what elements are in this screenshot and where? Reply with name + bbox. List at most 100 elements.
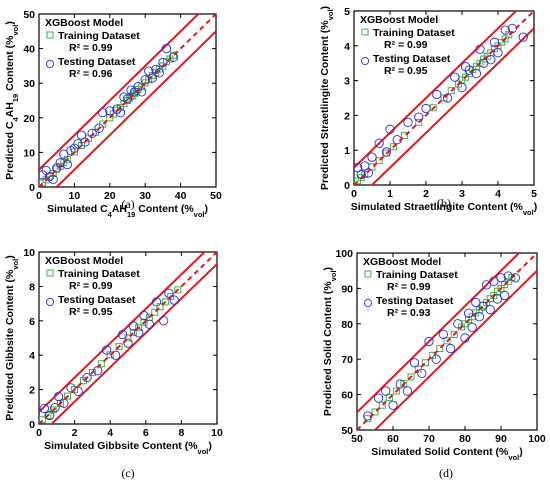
legend-title: XGBoost Model bbox=[360, 14, 438, 26]
x-tick-label: 2 bbox=[423, 188, 429, 200]
y-tick-label: 30 bbox=[23, 78, 35, 90]
y-tick-label: 10 bbox=[23, 247, 35, 259]
testing-point bbox=[45, 410, 55, 421]
y-tick-label: 50 bbox=[23, 9, 35, 21]
y-tick-label: 100 bbox=[335, 248, 353, 260]
y-tick-label: 0 bbox=[29, 419, 35, 431]
x-axis-label: Simulated C4AH19 Content (%vol) bbox=[47, 203, 208, 219]
legend-test-label: Testing Dataset bbox=[58, 294, 136, 306]
testing-point bbox=[471, 68, 482, 79]
y-tick-label: 20 bbox=[23, 113, 35, 125]
x-tick-label: 10 bbox=[211, 427, 223, 439]
y-axis-label: Predicted C4AH19 Content (%vol) bbox=[4, 21, 20, 180]
legend-test-marker bbox=[45, 297, 55, 307]
testing-point bbox=[474, 312, 485, 322]
x-tick-label: 0 bbox=[351, 188, 357, 200]
legend-train-r2: R² = 0.99 bbox=[69, 42, 113, 54]
testing-point bbox=[453, 319, 463, 329]
training-point bbox=[447, 87, 455, 95]
panel-caption: (c) bbox=[121, 466, 134, 480]
legend-train-marker bbox=[46, 31, 54, 39]
training-point bbox=[132, 88, 140, 96]
x-tick-label: 40 bbox=[175, 190, 187, 202]
legend-test-label: Testing Dataset bbox=[373, 53, 451, 65]
testing-point bbox=[98, 107, 108, 118]
upper-bound-line bbox=[354, 11, 518, 169]
testing-point bbox=[485, 304, 495, 315]
testing-point bbox=[475, 44, 485, 54]
training-point bbox=[504, 277, 512, 285]
training-point bbox=[450, 330, 458, 338]
plot-frame bbox=[38, 251, 218, 425]
training-point bbox=[63, 392, 71, 400]
testing-point bbox=[496, 273, 506, 283]
training-point bbox=[501, 35, 509, 43]
legend-test-r2: R² = 0.93 bbox=[387, 307, 431, 319]
x-tick-label: 0 bbox=[36, 427, 42, 439]
training-point bbox=[415, 118, 423, 126]
testing-point bbox=[424, 336, 434, 347]
training-point bbox=[124, 97, 131, 104]
testing-point bbox=[53, 391, 64, 402]
testing-point bbox=[438, 329, 449, 340]
x-tick-label: 4 bbox=[495, 188, 501, 200]
testing-point bbox=[489, 37, 500, 47]
legend-test-r2: R² = 0.95 bbox=[384, 65, 428, 77]
testing-point bbox=[445, 343, 456, 354]
training-point bbox=[161, 298, 169, 306]
testing-point bbox=[118, 329, 128, 340]
testing-point bbox=[432, 89, 442, 100]
upper-bound-line bbox=[357, 253, 521, 414]
testing-point bbox=[363, 168, 374, 178]
x-tick-label: 2 bbox=[72, 427, 78, 439]
training-point bbox=[454, 80, 462, 88]
x-tick-label: 30 bbox=[139, 190, 151, 202]
x-tick-label: 70 bbox=[423, 433, 435, 445]
testing-point bbox=[367, 152, 377, 162]
testing-point bbox=[161, 43, 172, 54]
x-tick-label: 6 bbox=[143, 427, 149, 439]
testing-point bbox=[122, 94, 133, 104]
legend-test-marker bbox=[360, 56, 370, 66]
training-point bbox=[166, 55, 174, 63]
x-axis-label: Simulated Gibbsite Content (%vol) bbox=[44, 440, 212, 456]
testing-point bbox=[101, 345, 112, 355]
testing-point bbox=[144, 319, 155, 329]
y-tick-label: 90 bbox=[341, 283, 353, 295]
testing-point bbox=[48, 174, 58, 185]
plot-area bbox=[357, 253, 537, 430]
training-point bbox=[390, 143, 398, 151]
testing-point bbox=[402, 386, 413, 396]
testing-point bbox=[450, 72, 460, 82]
y-tick-label: 0 bbox=[29, 182, 35, 194]
legend-train-marker bbox=[361, 28, 369, 36]
legend-train-r2: R² = 0.99 bbox=[387, 281, 431, 293]
testing-point bbox=[112, 104, 122, 114]
training-point bbox=[115, 343, 123, 351]
testing-point bbox=[128, 321, 138, 331]
legend-test-label: Testing Dataset bbox=[376, 295, 454, 307]
training-point bbox=[443, 337, 451, 345]
x-tick-label: 90 bbox=[495, 433, 507, 445]
training-point bbox=[421, 359, 429, 367]
training-point bbox=[400, 132, 408, 140]
testing-point bbox=[409, 358, 420, 368]
testing-point bbox=[151, 297, 162, 307]
training-point bbox=[97, 360, 105, 368]
panel-caption: (d) bbox=[439, 466, 453, 480]
y-tick-label: 2 bbox=[344, 110, 350, 122]
legend-test-marker bbox=[363, 298, 373, 308]
y-tick-label: 4 bbox=[29, 350, 35, 362]
identity-line bbox=[354, 11, 534, 185]
x-tick-label: 80 bbox=[459, 433, 471, 445]
testing-point bbox=[50, 403, 60, 413]
legend-train-marker bbox=[364, 270, 372, 278]
lower-bound-line bbox=[370, 27, 534, 185]
testing-point bbox=[421, 103, 431, 114]
testing-point bbox=[82, 372, 92, 383]
plot-frame bbox=[38, 13, 217, 188]
testing-point bbox=[460, 62, 471, 72]
training-point bbox=[170, 51, 178, 59]
y-axis-label: Predicted Gibbsite Content (%vol) bbox=[4, 255, 20, 420]
